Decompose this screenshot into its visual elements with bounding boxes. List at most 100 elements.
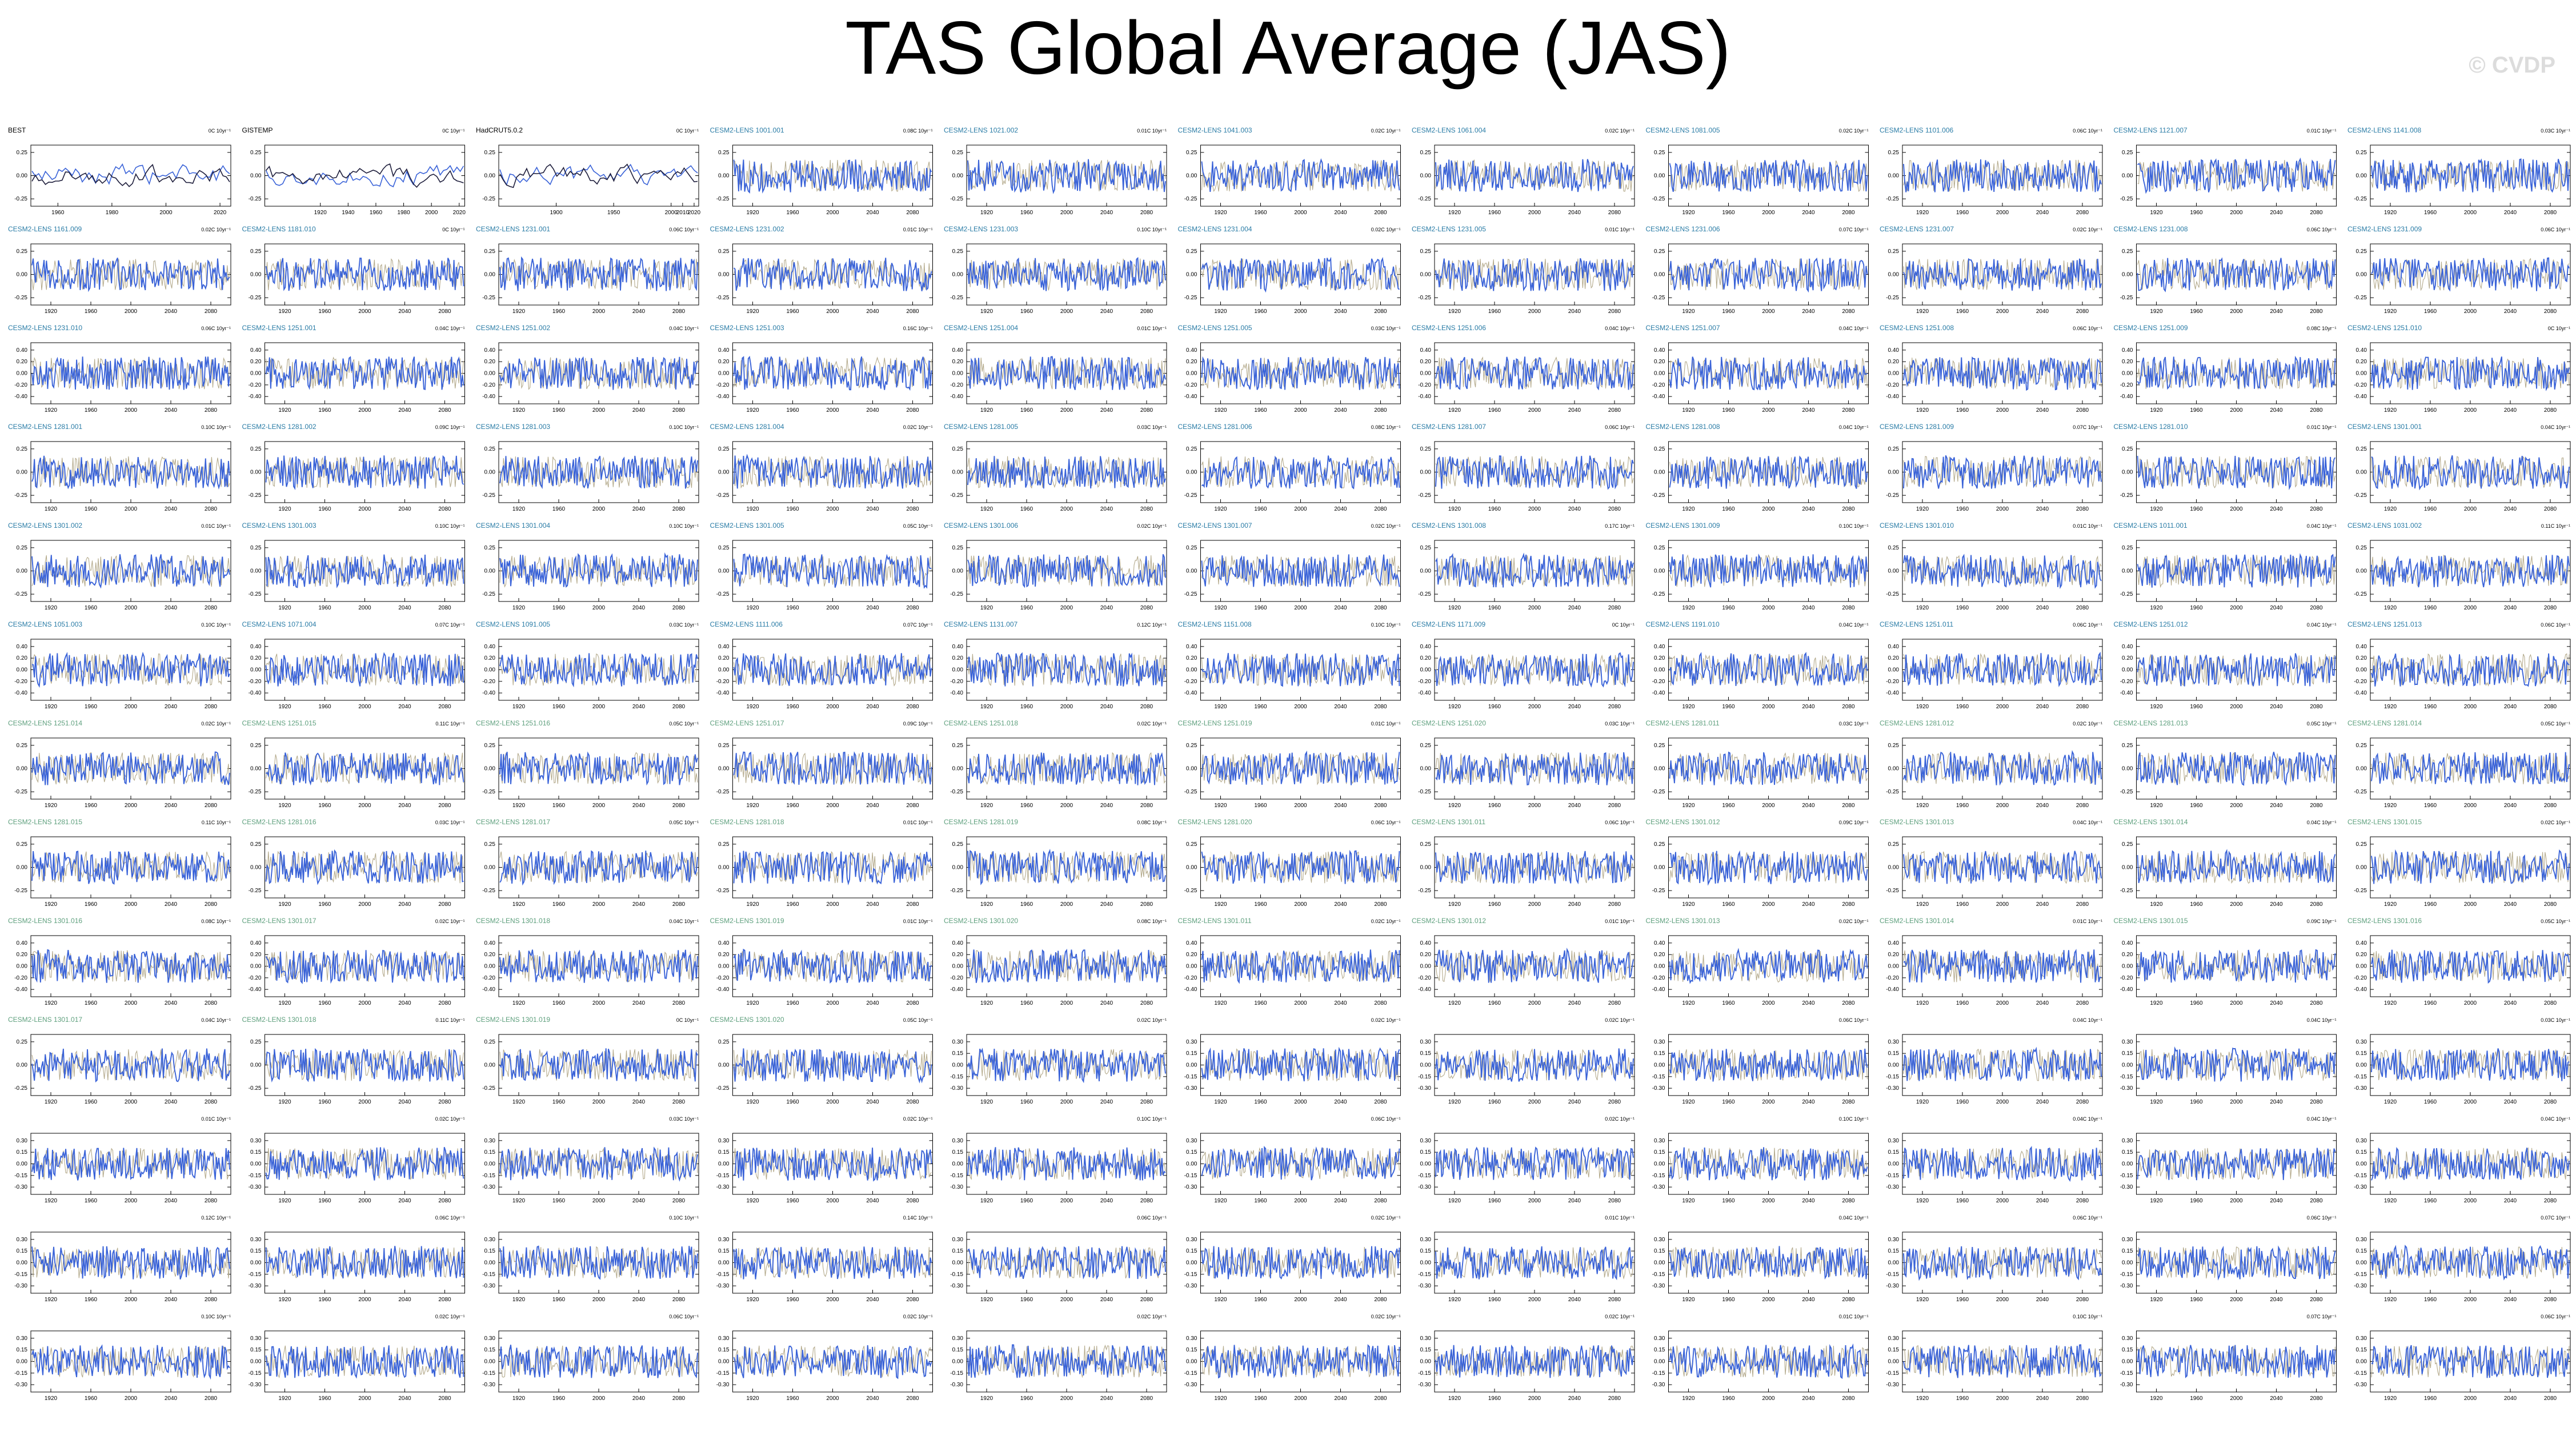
y-tick-label: -0.25 — [1418, 196, 1431, 202]
x-tick-label: 2040 — [165, 308, 178, 315]
series-line — [1903, 455, 2102, 488]
series-line — [1669, 850, 1868, 886]
series-line — [499, 455, 698, 490]
x-tick-label: 1960 — [2424, 1198, 2437, 1204]
x-tick-label: 1960 — [786, 704, 799, 710]
y-tick-label: 0.20 — [1420, 952, 1432, 958]
panel-title: CESM2-LENS 1301.016 — [2347, 917, 2422, 925]
x-tick-label: 2040 — [2036, 901, 2049, 908]
series-line — [967, 1048, 1166, 1084]
x-tick-label: 1920 — [746, 1000, 759, 1006]
series-line — [2371, 653, 2570, 687]
y-tick-label: 0.30 — [718, 1335, 730, 1342]
panel-trend-label: 0.02C 10yr⁻¹ — [1137, 523, 1167, 529]
y-tick-label: -0.15 — [482, 1370, 495, 1377]
x-tick-label: 2040 — [866, 1198, 879, 1204]
y-tick-label: 0.00 — [2356, 371, 2367, 377]
x-tick-label: 1920 — [512, 704, 526, 710]
panel-trend-label: 0C 10yr⁻¹ — [442, 227, 464, 232]
y-tick-label: -0.25 — [950, 789, 963, 795]
series-line — [31, 949, 230, 983]
x-tick-label: 2000 — [1294, 605, 1307, 611]
y-tick-label: 0.30 — [1186, 1335, 1197, 1342]
x-tick-label: 2000 — [1528, 1395, 1541, 1402]
y-tick-label: 0.25 — [952, 248, 964, 255]
x-tick-label: 1920 — [1214, 1297, 1227, 1303]
y-tick-label: -0.25 — [482, 591, 495, 597]
x-tick-label: 2000 — [1762, 1099, 1775, 1105]
x-tick-label: 2080 — [906, 210, 919, 216]
x-tick-label: 2080 — [2310, 803, 2323, 809]
panel-trend-label: 0.06C 10yr⁻¹ — [2307, 1215, 2337, 1221]
axes-frame — [498, 1330, 699, 1393]
x-tick-label: 1920 — [512, 605, 526, 611]
panel-trend-label: 0.01C 10yr⁻¹ — [1839, 1314, 1869, 1319]
x-tick-label: 2040 — [632, 407, 646, 414]
y-tick-label: 0.00 — [1186, 1260, 1197, 1266]
y-tick-label: 0.00 — [1420, 964, 1432, 970]
x-tick-label: 2080 — [2076, 1099, 2089, 1105]
y-tick-label: 0.15 — [952, 1347, 964, 1353]
y-tick-label: -0.30 — [1652, 1184, 1665, 1190]
x-tick-label: 2040 — [1334, 210, 1347, 216]
series-line — [967, 848, 1166, 885]
series-line — [499, 751, 698, 786]
x-tick-label: 1920 — [1214, 1395, 1227, 1402]
x-tick-label: 2040 — [632, 704, 646, 710]
chart-panel: CESM2-LENS 1301.002 0.01C 10yr⁻¹0.250.00-… — [8, 522, 231, 611]
y-tick-label: -0.30 — [1652, 1382, 1665, 1388]
y-tick-label: -0.30 — [1418, 1382, 1431, 1388]
panel-trend-label: 0.05C 10yr⁻¹ — [669, 820, 699, 825]
panel-trend-label: 0.01C 10yr⁻¹ — [2307, 424, 2337, 430]
x-tick-label: 1920 — [512, 1099, 526, 1105]
x-tick-label: 2040 — [165, 1198, 178, 1204]
y-tick-label: -0.25 — [14, 295, 27, 301]
x-tick-label: 1920 — [746, 704, 759, 710]
chart-panel: CESM2-LENS 1251.001 0.04C 10yr⁻¹0.400.200… — [242, 324, 465, 414]
panel-trend-label: 0.02C 10yr⁻¹ — [1839, 128, 1869, 134]
y-tick-label: 0.20 — [718, 952, 730, 958]
x-tick-label: 2080 — [205, 803, 218, 809]
x-tick-label: 2080 — [672, 1000, 686, 1006]
series-line — [265, 554, 464, 588]
x-tick-label: 2000 — [1762, 1198, 1775, 1204]
x-tick-label: 2080 — [1842, 803, 1855, 809]
x-tick-label: 2080 — [2544, 605, 2557, 611]
x-tick-label: 2000 — [1528, 901, 1541, 908]
x-tick-label: 2080 — [1374, 1099, 1387, 1105]
y-tick-label: -0.25 — [950, 888, 963, 894]
x-tick-label: 2040 — [632, 1000, 646, 1006]
y-tick-label: 0.15 — [1420, 1149, 1432, 1156]
axes-frame — [1434, 1034, 1635, 1096]
panel-trend-label: 0.11C 10yr⁻¹ — [435, 721, 464, 727]
x-tick-label: 2040 — [2036, 1395, 2049, 1402]
chart-panel: CESM2-LENS 1251.017 0.09C 10yr⁻¹0.250.00-… — [710, 719, 933, 809]
x-tick-label: 2080 — [906, 803, 919, 809]
x-tick-label: 2000 — [592, 605, 606, 611]
panel-title: CESM2-LENS 1191.010 — [1646, 620, 1720, 628]
y-tick-label: 0.00 — [1186, 568, 1197, 575]
chart-panel: CESM2-LENS 1281.014 0.05C 10yr⁻¹0.250.00-… — [2347, 719, 2571, 809]
panel-trend-label: 0.02C 10yr⁻¹ — [2073, 721, 2102, 727]
x-tick-label: 1960 — [1020, 803, 1033, 809]
panel-trend-label: 0.02C 10yr⁻¹ — [1137, 1017, 1167, 1023]
series-line — [1903, 1344, 2102, 1378]
y-tick-label: 0.25 — [1420, 446, 1432, 452]
chart-panel: CESM2-LENS 1281.016 0.03C 10yr⁻¹0.250.00-… — [242, 818, 465, 908]
panel-trend-label: 0.03C 10yr⁻¹ — [2541, 1017, 2570, 1023]
x-tick-label: 2080 — [205, 1099, 218, 1105]
y-tick-label: -0.25 — [2120, 591, 2133, 597]
x-tick-label: 2000 — [2464, 210, 2477, 216]
panel-trend-label: 0.04C 10yr⁻¹ — [1605, 326, 1634, 331]
x-tick-label: 1920 — [1214, 1099, 1227, 1105]
series-line — [31, 653, 230, 686]
y-tick-label: 0.30 — [1186, 1138, 1197, 1144]
axes-frame — [1902, 737, 2103, 800]
x-tick-label: 1920 — [746, 210, 759, 216]
y-tick-label: 0.40 — [1888, 644, 1900, 650]
y-tick-label: 0.20 — [17, 655, 28, 661]
panel-trend-label: 0.04C 10yr⁻¹ — [669, 918, 699, 924]
